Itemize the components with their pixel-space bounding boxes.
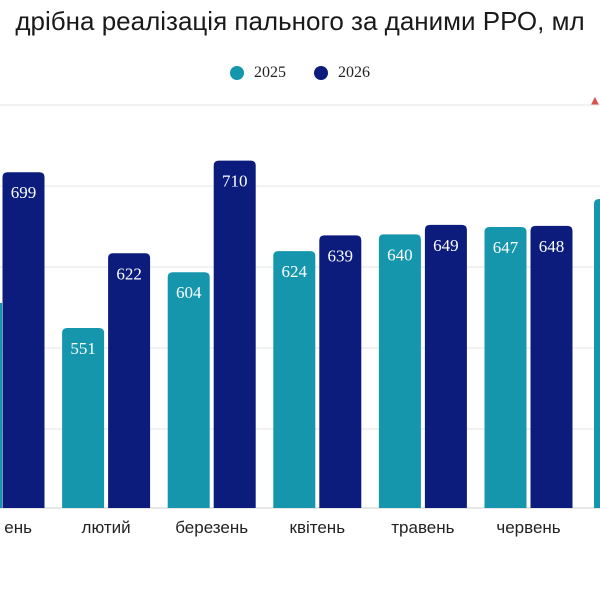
legend-swatch-2025 (230, 66, 244, 80)
category-label: квітень (290, 518, 346, 537)
bar-2026-4 (424, 224, 467, 508)
legend-item-2025: 2025 (230, 64, 286, 82)
bar-value-label: 699 (11, 183, 37, 202)
bar-value-label: 648 (539, 237, 565, 256)
bar-value-label: 710 (222, 172, 248, 191)
bar-2025-partial-right (594, 199, 600, 508)
bar-value-label: 640 (387, 245, 413, 264)
category-label: червень (496, 518, 560, 537)
bar-value-label: 649 (433, 236, 459, 255)
bar-2026-3 (319, 235, 362, 509)
legend: 2025 2026 (0, 64, 600, 82)
bar-2025-1 (62, 328, 105, 508)
bar-2025-5 (484, 226, 527, 508)
bar-2025-2 (167, 272, 210, 508)
category-label: лютий (82, 518, 131, 537)
bar-2025-3 (273, 251, 316, 508)
bar-2026-0 (2, 172, 45, 509)
brand-logo-icon: ▲ (588, 92, 600, 108)
bar-value-label: 551 (70, 339, 96, 358)
legend-label-2026: 2026 (338, 64, 370, 81)
legend-item-2026: 2026 (314, 64, 370, 82)
bar-value-label: 604 (176, 283, 202, 302)
legend-label-2025: 2025 (254, 64, 286, 81)
category-label: ень (4, 518, 32, 537)
bar-2025-4 (378, 234, 421, 508)
bar-2025-partial-left (0, 303, 2, 508)
legend-swatch-2026 (314, 66, 328, 80)
bar-value-label: 622 (116, 264, 142, 283)
chart-title: дрібна реалізація пального за даними РРО… (15, 6, 585, 36)
category-label: травень (391, 518, 454, 537)
bar-2026-2 (213, 160, 256, 508)
labels: 699 ень 551 622 лютий 604 710 березень 624 639 кві… (4, 172, 564, 537)
category-label: березень (175, 518, 248, 537)
bar-value-label: 647 (493, 238, 519, 257)
bar-2026-1 (108, 253, 151, 508)
bar-value-label: 639 (328, 246, 354, 265)
bar-value-label: 624 (282, 262, 308, 281)
bars (0, 160, 600, 509)
bar-2026-5 (530, 225, 573, 509)
